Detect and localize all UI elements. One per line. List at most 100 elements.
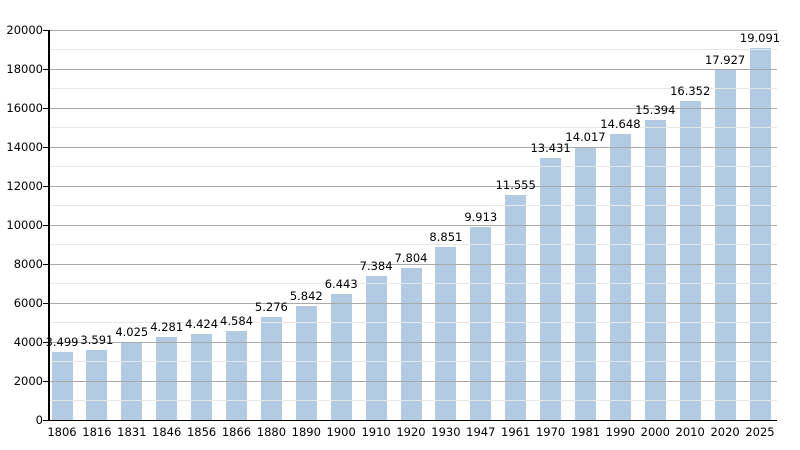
gridline-major: [49, 224, 777, 226]
gridline-minor: [49, 127, 777, 128]
y-tick-label: 12000: [6, 179, 43, 193]
x-tick-label: 1930: [431, 425, 461, 439]
y-tick-label: 18000: [6, 62, 43, 76]
x-tick-label: 2010: [675, 425, 705, 439]
y-axis-tick: [43, 380, 48, 382]
gridline-major: [49, 68, 777, 70]
bar-value-label: 19.091: [739, 30, 781, 45]
bar: [400, 267, 422, 420]
x-tick-label: 1856: [186, 425, 217, 439]
x-tick-label: 1910: [361, 425, 391, 439]
gridline-minor: [49, 88, 777, 89]
bar: [644, 119, 666, 420]
x-tick-label: 1970: [535, 425, 566, 439]
y-axis-tick: [43, 29, 48, 31]
gridline-major: [49, 146, 777, 148]
y-tick-label: 16000: [6, 101, 43, 115]
bar: [505, 194, 527, 420]
x-tick-label: 1816: [82, 425, 112, 439]
bar-value-label: 6.443: [324, 277, 358, 292]
gridline-major: [49, 29, 777, 31]
bar: [260, 317, 282, 420]
x-tick-label: 1846: [152, 425, 182, 439]
x-tick-label: 2025: [745, 425, 775, 439]
gridline-minor: [49, 322, 777, 323]
bar-value-label: 8.851: [429, 230, 463, 245]
y-axis-tick: [43, 68, 48, 70]
bar-value-label: 7.804: [394, 250, 428, 265]
bar: [714, 70, 736, 420]
bar: [86, 349, 108, 420]
gridline-minor: [49, 283, 777, 284]
bar: [191, 333, 213, 420]
bar: [330, 294, 352, 420]
x-axis-line: [48, 419, 777, 422]
x-tick-label: 1947: [466, 425, 496, 439]
x-tick-label: 1900: [326, 425, 356, 439]
bar: [156, 336, 178, 420]
y-axis-line: [48, 30, 50, 421]
gridline-minor: [49, 400, 777, 401]
bar-value-label: 4.025: [115, 324, 149, 339]
bar-value-label: 13.431: [530, 141, 571, 156]
x-tick-label: 1890: [291, 425, 321, 439]
gridline-major: [49, 263, 777, 265]
y-axis-tick: [43, 146, 48, 148]
bar: [226, 330, 247, 420]
bar-value-label: 14.648: [600, 117, 641, 132]
gridline-minor: [49, 49, 777, 50]
y-axis-tick: [43, 302, 48, 304]
bar: [365, 276, 387, 420]
y-tick-label: 20000: [6, 23, 43, 37]
gridline-major: [49, 185, 777, 187]
y-axis-tick: [43, 341, 48, 343]
bar-value-label: 4.584: [220, 313, 253, 328]
gridline-minor: [49, 244, 777, 245]
x-tick-label: 1981: [570, 425, 601, 439]
y-axis-tick: [43, 224, 48, 226]
bar-value-label: 4.281: [150, 319, 184, 334]
bar-value-label: 3.591: [80, 332, 114, 347]
bar: [295, 306, 317, 420]
bar-value-label: 5.842: [289, 289, 323, 304]
x-tick-label: 1880: [256, 425, 287, 439]
gridline-major: [49, 107, 777, 109]
bar: [609, 134, 631, 420]
bar: [435, 247, 457, 420]
y-axis-tick: [43, 107, 48, 109]
x-tick-label: 2020: [710, 425, 740, 439]
gridline-minor: [49, 205, 777, 206]
bar-value-label: 15.394: [635, 102, 676, 117]
x-tick-label: 1866: [221, 425, 252, 439]
y-axis-tick: [43, 263, 48, 265]
y-axis-tick: [43, 185, 48, 187]
bar-value-label: 4.424: [185, 316, 219, 331]
bar-value-label: 11.555: [495, 177, 536, 192]
bar-value-label: 14.017: [565, 129, 606, 144]
y-tick-label: 4000: [13, 335, 43, 349]
bar-value-label: 16.352: [670, 84, 711, 99]
y-tick-label: 14000: [6, 140, 43, 154]
bar-value-label: 7.384: [359, 259, 393, 273]
x-tick-label: 1961: [501, 425, 531, 439]
y-tick-label: 10000: [6, 218, 43, 232]
bar-value-label: 9.913: [464, 209, 498, 224]
x-tick-label: 1831: [117, 425, 147, 439]
y-tick-label: 6000: [13, 296, 43, 310]
y-axis-tick: [43, 419, 48, 421]
gridline-major: [49, 380, 777, 382]
y-tick-label: 0: [35, 413, 43, 427]
bar-value-label: 5.276: [254, 300, 288, 315]
x-tick-label: 1920: [396, 425, 426, 439]
x-tick-label: 1806: [47, 425, 77, 439]
bar-value-label: 17.927: [704, 53, 746, 68]
y-tick-label: 2000: [13, 374, 43, 388]
x-tick-label: 1990: [605, 425, 636, 439]
gridline-minor: [49, 166, 777, 167]
gridline-major: [49, 302, 777, 304]
bar: [470, 226, 492, 420]
x-tick-label: 2000: [640, 425, 670, 439]
bar: [51, 351, 73, 420]
gridline-minor: [49, 361, 777, 362]
